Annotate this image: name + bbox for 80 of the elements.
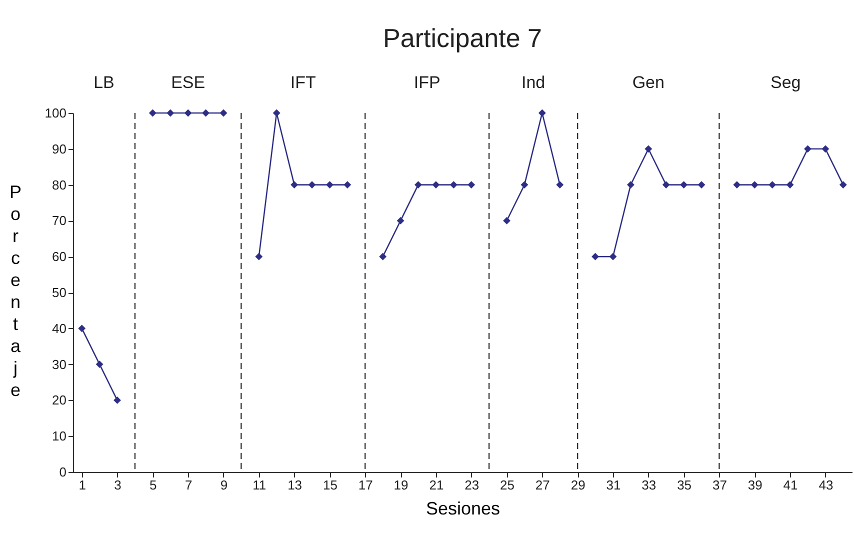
text: Gen xyxy=(632,73,664,92)
point xyxy=(468,181,476,189)
point xyxy=(432,181,440,189)
point xyxy=(255,252,263,260)
text: Seg xyxy=(770,73,801,92)
y-tick-label: 10 xyxy=(52,428,66,444)
point xyxy=(733,181,741,189)
point xyxy=(839,181,847,189)
text: Ind xyxy=(522,73,546,92)
x-tick-label: 21 xyxy=(429,478,444,492)
point xyxy=(503,216,510,224)
point xyxy=(379,252,387,260)
point xyxy=(804,145,812,153)
y-tick-label: 100 xyxy=(44,106,66,120)
text: Porcentaje xyxy=(9,182,22,400)
x-tick-label: 19 xyxy=(394,478,408,492)
x-tick-label: 3 xyxy=(114,478,122,492)
x-tick-label: 33 xyxy=(642,478,656,492)
text: ESE xyxy=(171,73,206,92)
x-tick-label: 31 xyxy=(606,478,621,492)
point xyxy=(556,181,564,189)
x-tick-label: 41 xyxy=(783,478,798,492)
point xyxy=(662,181,670,189)
point xyxy=(768,181,776,189)
point xyxy=(308,181,316,189)
x-tick-label: 29 xyxy=(570,478,586,492)
point xyxy=(626,181,634,189)
point xyxy=(272,109,280,117)
point xyxy=(414,181,422,189)
x-tick-label: 15 xyxy=(322,478,338,492)
y-tick-label: 80 xyxy=(52,177,66,192)
y-tick-label: 90 xyxy=(52,141,66,156)
y-tick-label: 0 xyxy=(59,464,66,480)
x-tick-label: 35 xyxy=(677,478,692,492)
x-tick-label: 5 xyxy=(150,478,157,492)
x-tick-label: 1 xyxy=(78,478,86,492)
point xyxy=(96,360,104,368)
y-tick-label: 20 xyxy=(52,392,66,408)
point xyxy=(220,109,228,117)
y-tick-label: 60 xyxy=(52,249,66,264)
point xyxy=(644,145,652,153)
x-tick-label: 11 xyxy=(252,478,266,492)
x-tick-label: 17 xyxy=(358,478,373,492)
y-tick-label: 50 xyxy=(52,285,66,300)
y-tick-label: 30 xyxy=(52,356,66,372)
x-tick-label: 39 xyxy=(748,478,762,492)
point xyxy=(344,181,352,189)
x-axis-title: Sesiones xyxy=(426,498,500,518)
x-tick-label: 7 xyxy=(184,478,192,492)
y-tick-label: 70 xyxy=(52,213,66,228)
point xyxy=(609,252,617,260)
x-tick-label: 25 xyxy=(500,478,514,492)
text: IFP xyxy=(414,73,440,92)
point xyxy=(450,181,458,189)
point xyxy=(680,181,688,189)
text: IFT xyxy=(290,73,316,92)
point xyxy=(148,109,156,117)
point xyxy=(520,181,528,189)
point xyxy=(78,324,86,332)
point xyxy=(592,252,599,260)
x-tick-label: 23 xyxy=(464,478,480,492)
point xyxy=(822,145,830,153)
point xyxy=(750,181,758,189)
point xyxy=(114,396,121,404)
text: LB xyxy=(94,73,114,92)
point xyxy=(698,181,706,189)
x-tick-label: 9 xyxy=(220,478,228,492)
point xyxy=(396,216,404,224)
point xyxy=(184,109,192,117)
x-tick-label: 27 xyxy=(535,478,550,492)
point xyxy=(290,181,298,189)
point xyxy=(166,109,174,117)
point xyxy=(786,181,794,189)
point xyxy=(326,181,334,189)
x-tick-label: 13 xyxy=(288,478,302,492)
x-tick-label: 37 xyxy=(712,478,727,492)
x-tick-label: 43 xyxy=(818,478,834,492)
chart-title: Participante 7 xyxy=(383,23,542,53)
point xyxy=(538,109,546,117)
y-tick-label: 40 xyxy=(52,320,66,336)
